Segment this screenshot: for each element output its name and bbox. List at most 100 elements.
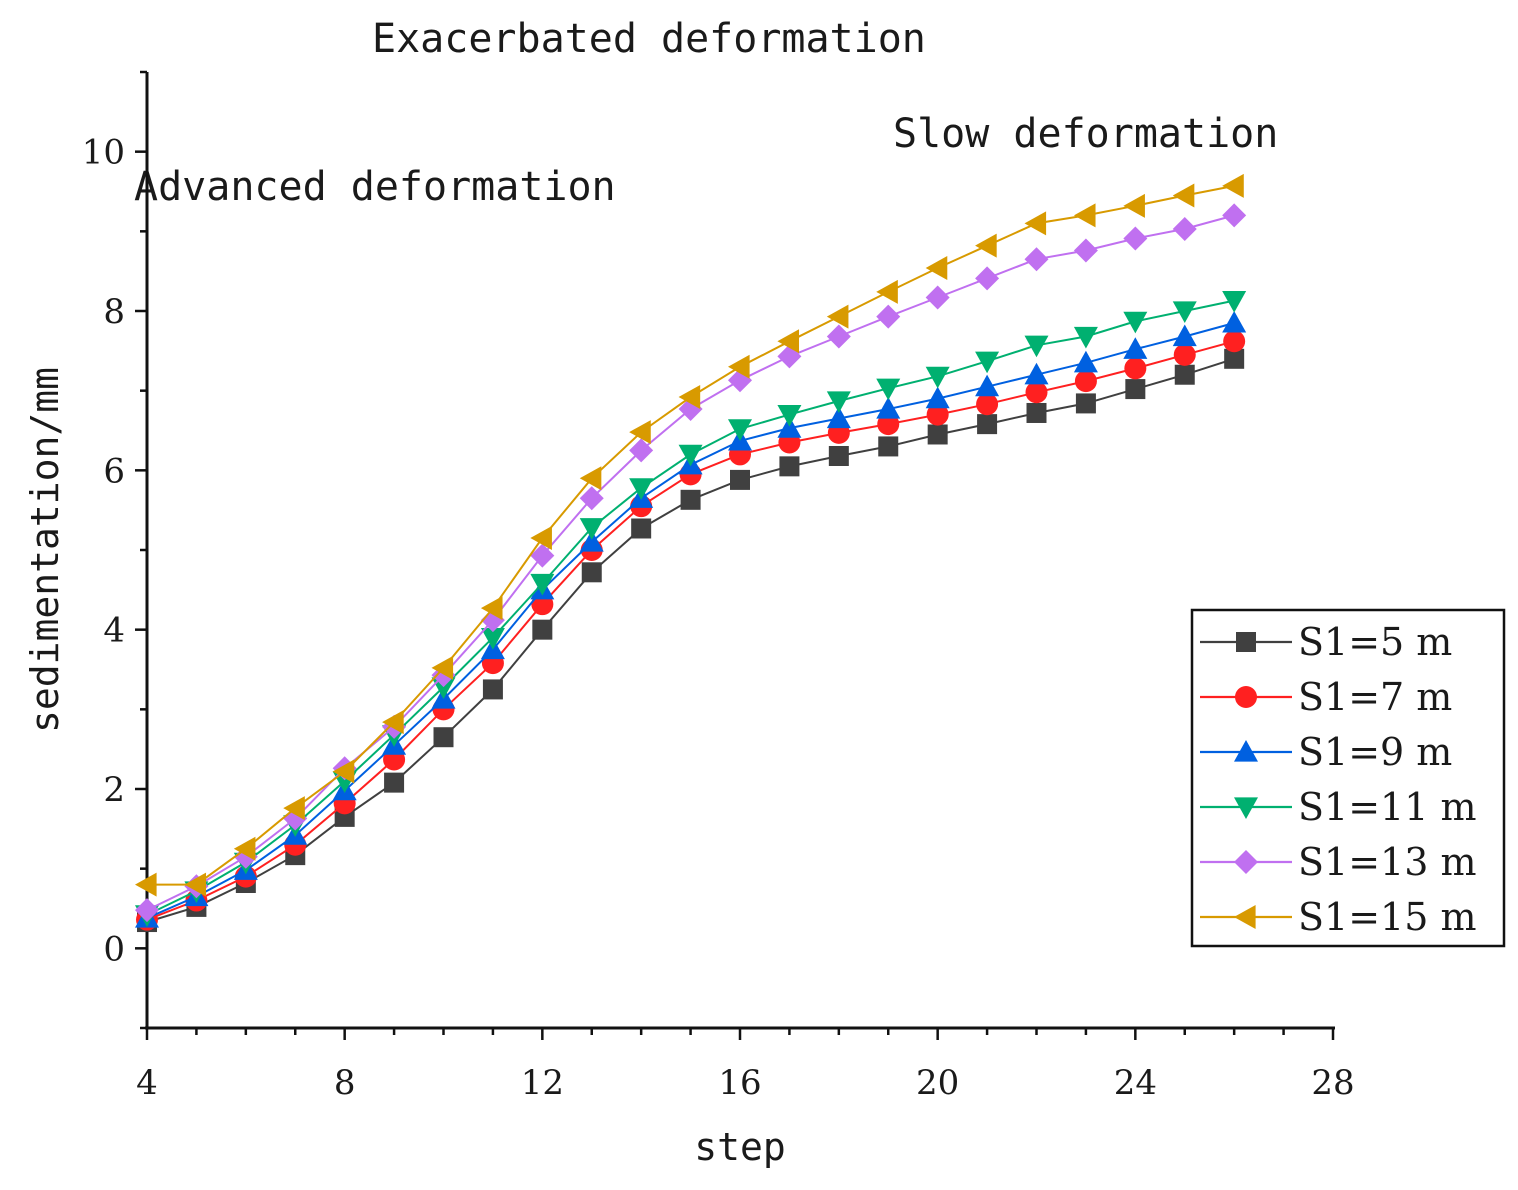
- data-point: [826, 324, 851, 349]
- data-point: [1172, 216, 1197, 241]
- data-point: [878, 436, 899, 457]
- legend-item: S1=15 m: [1200, 895, 1477, 939]
- data-point: [631, 518, 652, 539]
- data-point: [1172, 183, 1195, 208]
- y-tick-label: 8: [103, 292, 125, 332]
- data-point: [530, 573, 555, 596]
- data-point: [1024, 211, 1047, 236]
- data-point: [1024, 362, 1049, 385]
- data-point: [1222, 291, 1247, 313]
- data-point: [1025, 381, 1048, 404]
- x-tick-label: 24: [1114, 1063, 1157, 1103]
- data-point: [777, 416, 802, 438]
- data-point: [135, 898, 159, 923]
- legend-marker: [1235, 686, 1257, 708]
- data-point: [1073, 203, 1096, 228]
- data-point: [629, 420, 651, 445]
- x-tick-label: 20: [916, 1063, 959, 1103]
- x-axis-title: step: [694, 1125, 786, 1169]
- legend-item: S1=13 m: [1200, 840, 1477, 884]
- data-point: [975, 233, 997, 258]
- data-point: [1172, 324, 1197, 347]
- data-point: [1123, 226, 1148, 251]
- data-point: [482, 679, 503, 700]
- data-point: [678, 385, 701, 410]
- legend-label: S1=5 m: [1298, 620, 1452, 664]
- data-point: [1073, 350, 1098, 373]
- data-point: [480, 628, 505, 650]
- data-point: [1224, 348, 1245, 369]
- legend-box: [1190, 608, 1506, 948]
- y-tick-label: 6: [103, 451, 125, 491]
- data-point: [1123, 193, 1145, 218]
- data-point: [680, 489, 701, 510]
- data-point: [384, 772, 405, 793]
- data-point: [135, 872, 157, 897]
- data-point: [581, 562, 602, 583]
- data-point: [1073, 326, 1098, 349]
- data-point: [1026, 402, 1047, 423]
- data-point: [530, 543, 555, 568]
- data-point: [233, 836, 256, 861]
- data-point: [579, 486, 604, 511]
- data-point: [1173, 343, 1196, 366]
- data-point: [579, 466, 602, 491]
- series-line: [146, 214, 1235, 912]
- y-tick-label: 4: [103, 611, 125, 651]
- series-layer: [135, 173, 1247, 933]
- data-point: [728, 354, 750, 379]
- data-point: [925, 366, 950, 389]
- data-point: [977, 414, 998, 435]
- legend-marker: [1234, 740, 1258, 762]
- data-point: [925, 386, 950, 409]
- y-tick-label: 10: [82, 133, 125, 173]
- annotation-slow-deformation: Slow deformation: [893, 111, 1278, 157]
- data-point: [629, 438, 654, 463]
- legend: S1=5 m S1=7 m S1=9 m S1=11 m S1=13 m S1=15 m: [1190, 608, 1506, 948]
- legend-item: S1=11 m: [1200, 785, 1477, 829]
- x-tick-label: 16: [718, 1063, 761, 1103]
- data-point: [1123, 311, 1148, 334]
- data-point: [828, 445, 849, 466]
- data-point: [1125, 379, 1146, 400]
- data-point: [826, 406, 851, 429]
- data-point: [1222, 203, 1247, 228]
- data-point: [1073, 238, 1098, 263]
- data-point: [1074, 370, 1097, 393]
- data-point: [826, 391, 851, 414]
- data-point: [1172, 301, 1197, 323]
- data-point: [730, 469, 750, 490]
- legend-marker: [1234, 905, 1256, 929]
- y-tick-label: 2: [103, 770, 125, 810]
- data-point: [332, 759, 355, 784]
- annotation-advanced-deformation: Advanced deformation: [134, 164, 616, 210]
- x-tick-label: 28: [1311, 1063, 1354, 1103]
- data-point: [826, 304, 849, 329]
- y-tick-label: 0: [103, 929, 125, 969]
- data-point: [927, 424, 948, 445]
- data-point: [876, 396, 901, 419]
- data-point: [876, 279, 898, 304]
- data-point: [629, 478, 654, 500]
- data-point: [1075, 393, 1096, 414]
- data-point: [925, 285, 950, 310]
- data-point: [1124, 357, 1147, 380]
- legend-label: S1=15 m: [1298, 895, 1477, 939]
- legend-label: S1=13 m: [1298, 840, 1477, 884]
- data-point: [728, 419, 752, 441]
- legend-label: S1=11 m: [1298, 785, 1477, 829]
- data-point: [777, 329, 800, 354]
- data-point: [976, 393, 999, 416]
- data-point: [1222, 173, 1244, 198]
- data-point: [777, 404, 802, 427]
- legend-item: S1=5 m: [1200, 620, 1452, 664]
- data-point: [975, 374, 1000, 397]
- data-point: [1123, 337, 1148, 359]
- y-axis-title: sedimentation/mm: [23, 367, 67, 733]
- data-point: [283, 796, 305, 821]
- legend-label: S1=9 m: [1298, 730, 1452, 774]
- data-point: [678, 444, 703, 467]
- data-point: [184, 872, 207, 897]
- legend-marker: [1236, 632, 1256, 652]
